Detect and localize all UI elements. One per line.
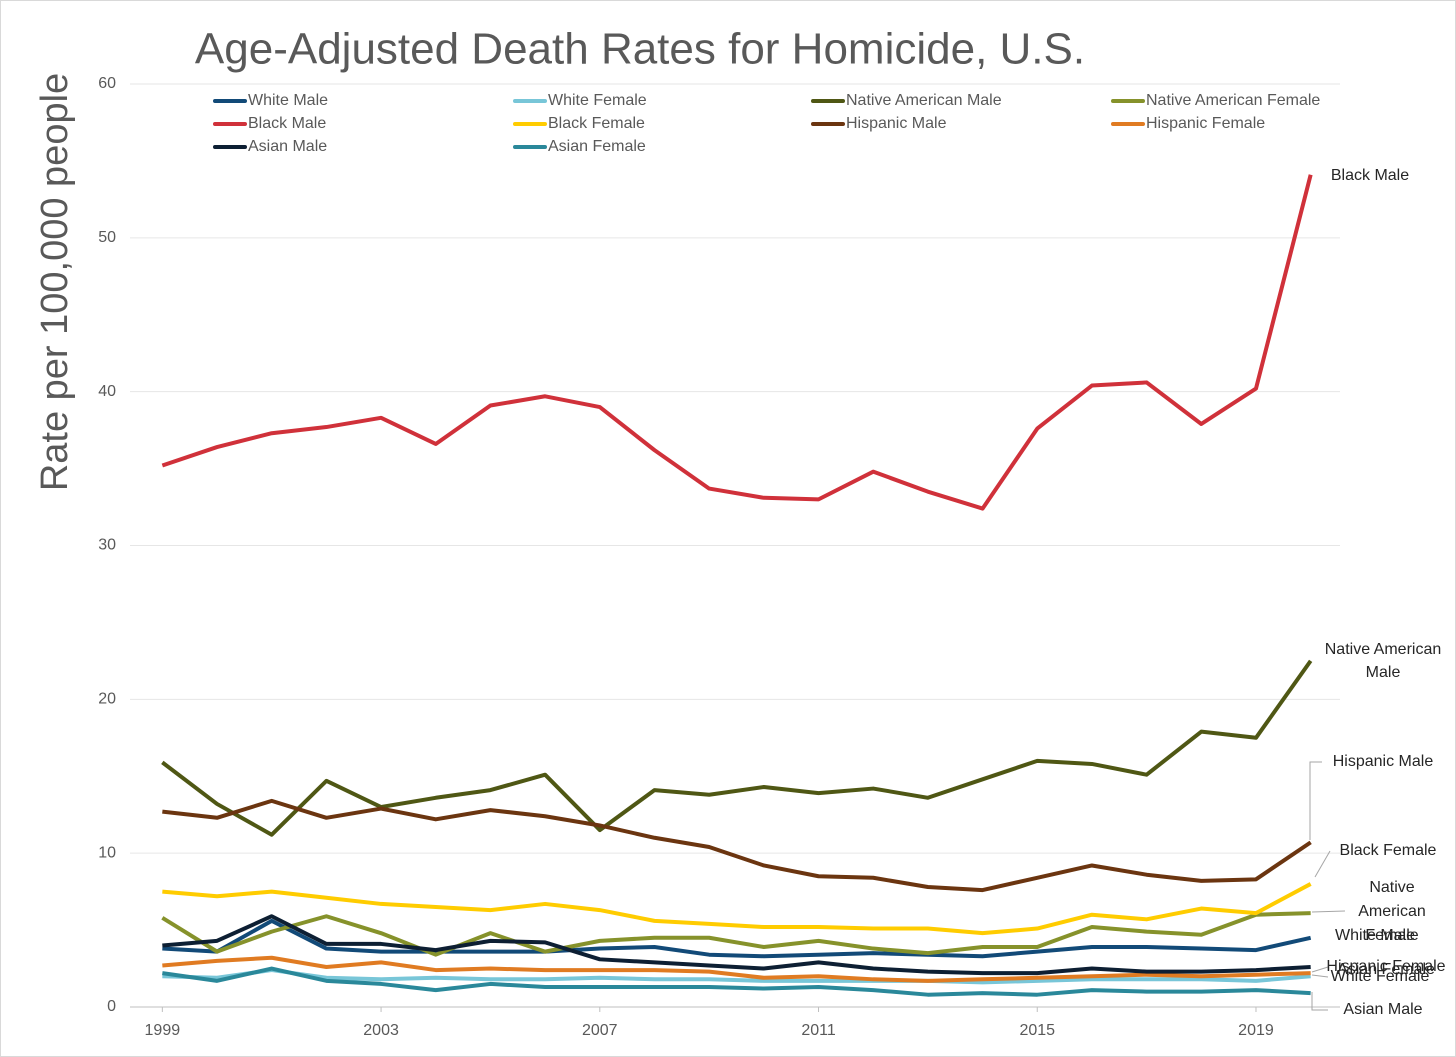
end-label: Native American Female	[1358, 879, 1426, 944]
x-tick-label: 2011	[801, 1022, 836, 1039]
x-tick-label: 2015	[1019, 1022, 1055, 1039]
y-tick-label: 40	[98, 383, 116, 400]
leader-line	[1311, 992, 1328, 1011]
end-label: Black Male	[1331, 167, 1409, 184]
series-line	[161, 659, 1313, 837]
series-line	[161, 911, 1311, 957]
legend-label: White Male	[248, 92, 328, 109]
end-label: Native American Male	[1325, 641, 1442, 681]
chart-title: Age-Adjusted Death Rates for Homicide, U…	[195, 25, 1085, 74]
x-tick-label: 2003	[363, 1022, 399, 1039]
y-tick-label: 60	[98, 75, 116, 92]
y-tick-label: 0	[107, 998, 116, 1015]
leader-line	[1314, 850, 1331, 878]
legend-label: Asian Female	[548, 138, 646, 155]
series-line	[162, 955, 1311, 983]
end-label: Asian Male	[1343, 1001, 1422, 1018]
legend-label: Asian Male	[248, 138, 327, 155]
end-label: Asian Female	[1337, 961, 1435, 978]
leader-line	[1311, 974, 1329, 978]
legend-label: Native American Male	[846, 92, 1002, 109]
leader-line	[1311, 966, 1329, 973]
legend-label: Black Female	[548, 115, 645, 132]
x-tick-label: 1999	[145, 1022, 181, 1039]
leader-line	[1311, 910, 1346, 913]
legend-label: Black Male	[248, 115, 326, 132]
series-line	[161, 174, 1313, 511]
series-line	[162, 882, 1312, 936]
y-tick-label: 10	[98, 844, 116, 861]
legend-label: Native American Female	[1146, 92, 1320, 109]
series-line	[162, 968, 1311, 985]
end-label: Black Female	[1340, 842, 1437, 859]
end-label: Hispanic Female	[1326, 958, 1445, 975]
legend-label: Hispanic Female	[1146, 115, 1265, 132]
series-line	[162, 798, 1312, 893]
leader-line	[1309, 761, 1322, 840]
legend-label: Hispanic Male	[846, 115, 947, 132]
y-axis-label: Rate per 100,000 people	[34, 73, 76, 491]
x-tick-label: 2019	[1238, 1022, 1274, 1039]
y-tick-label: 50	[98, 229, 116, 246]
series-line	[162, 918, 1312, 959]
series-line	[162, 914, 1311, 976]
legend-label: White Female	[548, 92, 647, 109]
end-label: White Female	[1331, 968, 1430, 985]
y-tick-label: 30	[98, 537, 116, 554]
end-label: White Male	[1335, 927, 1415, 944]
end-label: Hispanic Male	[1333, 753, 1434, 770]
x-tick-label: 2007	[582, 1022, 618, 1039]
series-line	[162, 966, 1311, 997]
y-tick-label: 20	[98, 691, 116, 708]
